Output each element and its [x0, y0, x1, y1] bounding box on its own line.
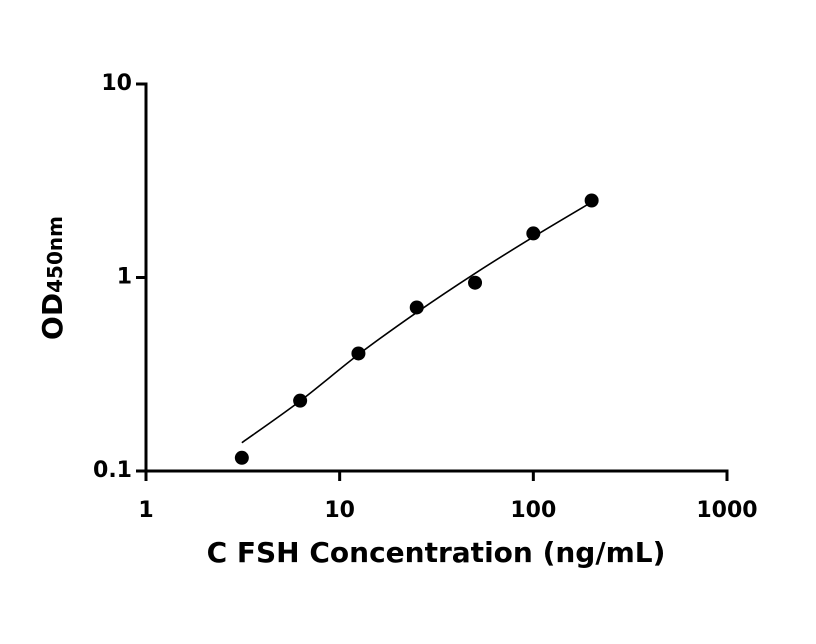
y-axis-title-sub: 450nm [43, 216, 67, 293]
y-tick-label: 0.1 [93, 458, 132, 483]
x-tick-label: 1 [138, 498, 153, 523]
data-point [234, 450, 249, 465]
data-point [409, 300, 424, 315]
y-tick-label: 10 [101, 71, 132, 96]
data-point [351, 346, 366, 361]
data-point [293, 393, 308, 408]
fit-curve [241, 201, 593, 444]
y-axis-title: OD450nm [36, 216, 69, 340]
data-point [468, 275, 483, 290]
y-axis-title-main: OD [36, 293, 69, 340]
x-tick-label: 1000 [696, 498, 757, 523]
x-tick-label: 100 [510, 498, 556, 523]
x-tick-label: 10 [324, 498, 355, 523]
data-point [584, 193, 599, 208]
data-point [526, 226, 541, 241]
x-axis-title: C FSH Concentration (ng/mL) [207, 536, 666, 569]
y-tick-label: 1 [117, 265, 132, 290]
